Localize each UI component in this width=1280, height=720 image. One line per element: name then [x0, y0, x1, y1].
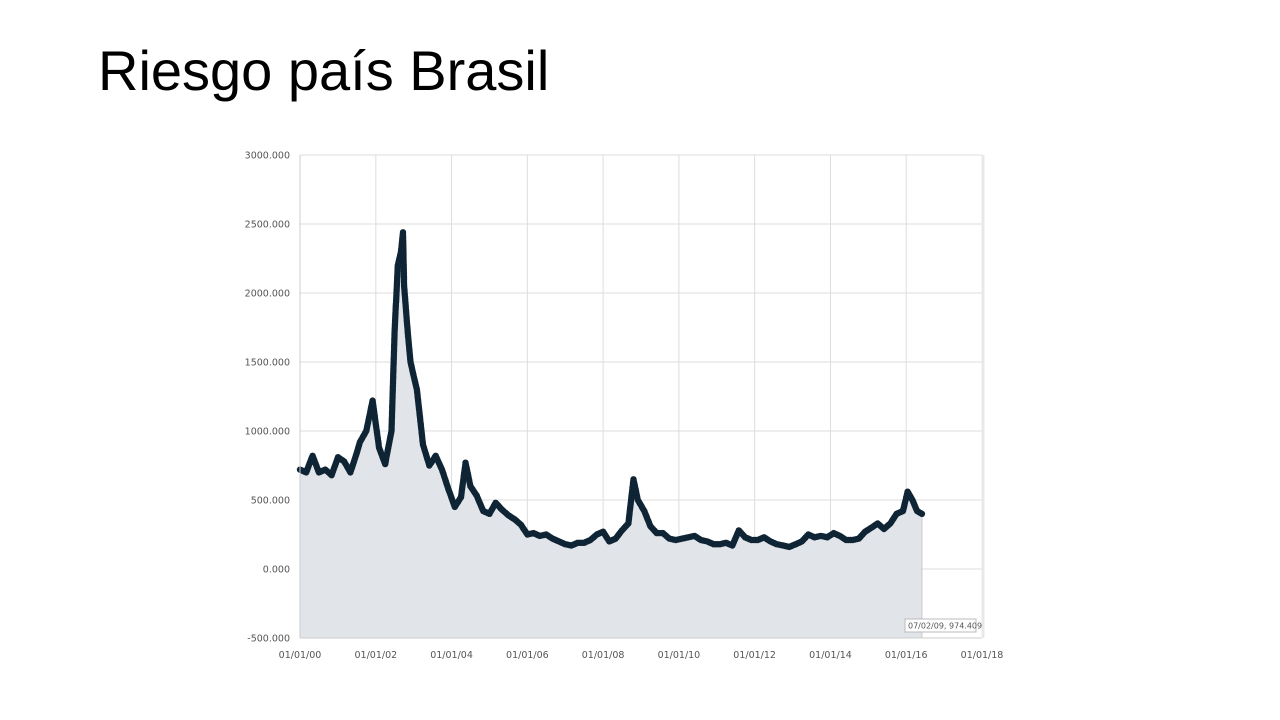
- chart-markers: [296, 229, 926, 551]
- chart-area-layer: [300, 232, 923, 639]
- y-tick-label: 2000.000: [245, 289, 290, 300]
- series-area: [300, 232, 922, 639]
- x-tick-label: 01/01/10: [658, 650, 701, 661]
- y-tick-label: 500.000: [251, 496, 290, 507]
- x-tick-label: 01/01/00: [279, 650, 322, 661]
- x-tick-label: 01/01/12: [733, 650, 776, 661]
- x-tick-label: 01/01/06: [506, 650, 549, 661]
- chart-axes: 3000.000 2500.000 2000.000 1500.000 1000.000…: [245, 151, 1004, 662]
- y-tick-label: 2500.000: [245, 220, 290, 231]
- x-tick-label: 01/01/08: [582, 650, 625, 661]
- x-tick-label: 01/01/02: [354, 650, 397, 661]
- x-tick-label: 01/01/18: [961, 650, 1004, 661]
- x-tick-label: 01/01/04: [430, 650, 473, 661]
- y-tick-label: 1000.000: [245, 427, 290, 438]
- chart-tooltip: 07/02/09, 974.409: [904, 618, 982, 633]
- tooltip-text: 07/02/09, 974.409: [908, 622, 982, 631]
- x-tick-label: 01/01/14: [809, 650, 852, 661]
- y-tick-label: -500.000: [247, 634, 290, 645]
- slide-title: Riesgo país Brasil: [98, 39, 550, 102]
- data-point: [918, 510, 926, 517]
- y-tick-label: 3000.000: [245, 151, 290, 162]
- y-tick-label: 0.000: [263, 565, 290, 576]
- x-tick-label: 01/01/16: [885, 650, 928, 661]
- y-tick-label: 1500.000: [245, 358, 290, 369]
- tooltip-box: [904, 618, 977, 633]
